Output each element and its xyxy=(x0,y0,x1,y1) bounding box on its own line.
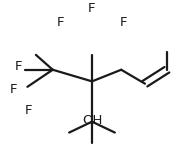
Text: F: F xyxy=(88,2,96,15)
Text: F: F xyxy=(57,16,65,29)
Text: F: F xyxy=(119,16,127,29)
Text: F: F xyxy=(24,104,32,117)
Text: OH: OH xyxy=(82,114,102,127)
Text: F: F xyxy=(14,60,22,73)
Text: F: F xyxy=(10,83,17,96)
